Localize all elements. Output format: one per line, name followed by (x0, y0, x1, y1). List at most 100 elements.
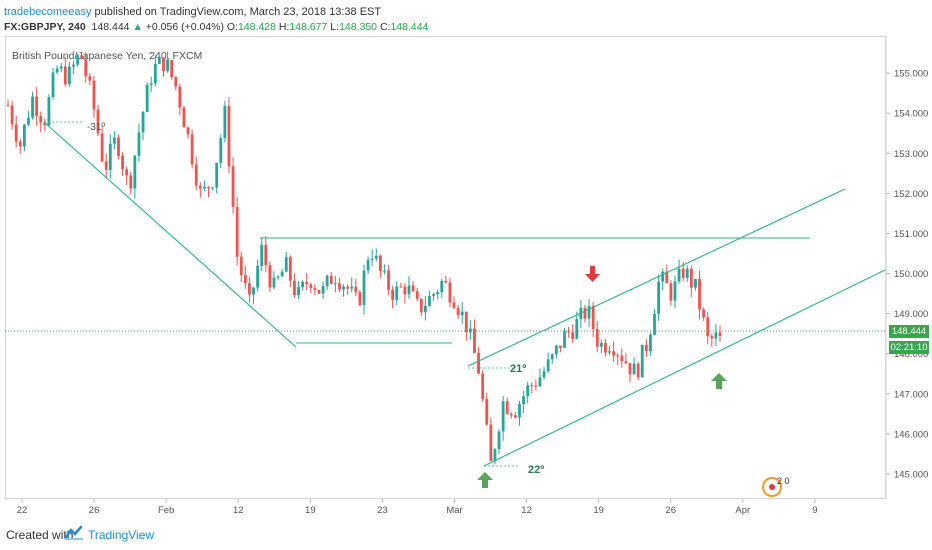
candle (219, 134, 223, 169)
low-label: L: (330, 21, 340, 33)
x-tick-label: 22 (17, 505, 28, 516)
candle (440, 278, 444, 298)
published-text: published on TradingView.com, March 23, … (94, 6, 382, 18)
x-tick-label: Apr (735, 505, 750, 516)
y-tick-label: 153.000 (894, 149, 928, 160)
y-axis-ticks: 155.000 154.000 153.000 152.000 151.000 150.0… (886, 69, 928, 480)
candle (27, 110, 30, 127)
candle (207, 186, 210, 197)
candle (649, 332, 652, 356)
candle (489, 417, 493, 462)
candle (67, 61, 71, 87)
candle (514, 412, 517, 419)
candle (329, 271, 333, 285)
candle (571, 324, 575, 344)
y-tick-label: 149.000 (894, 309, 928, 320)
candle (448, 277, 452, 308)
candle (694, 278, 697, 291)
badge-icon[interactable]: 2 0 (762, 476, 790, 497)
candle (669, 280, 673, 306)
candle (604, 338, 607, 357)
candle (158, 55, 161, 65)
candle (162, 57, 165, 77)
close-value: 148.444 (390, 21, 429, 33)
candle (72, 60, 75, 75)
candle (473, 319, 476, 354)
candle (481, 369, 485, 402)
candle (677, 259, 681, 284)
author-link[interactable]: tradebecomeeasy (4, 6, 92, 18)
candle (620, 348, 624, 368)
candle (534, 379, 538, 391)
candle (264, 236, 268, 273)
badge-text: 2 0 (777, 476, 790, 486)
x-axis-ticks: 22 26 Feb 12 19 23 Mar 12 19 26 Apr 9 (17, 499, 818, 516)
candle (595, 321, 599, 353)
candle (280, 268, 284, 277)
ohlc-line: FX:GBPJPY, 240 148.444 ▲ +0.056 (+0.04%)… (4, 21, 428, 33)
candle (325, 274, 329, 291)
candle (22, 123, 26, 152)
channel-lower-line (483, 269, 886, 467)
candle (6, 99, 10, 107)
candle (362, 264, 366, 315)
candle (137, 123, 141, 162)
candle (415, 287, 419, 302)
candle (313, 284, 317, 296)
candle (591, 302, 595, 338)
symbol-label[interactable]: FX:GBPJPY, 240 (4, 21, 86, 33)
candle (297, 281, 300, 299)
candle (223, 100, 227, 143)
candle (182, 105, 186, 128)
candle (444, 275, 448, 284)
candle (395, 281, 399, 306)
candle (550, 353, 554, 364)
candle (47, 94, 51, 128)
x-tick-label: 9 (812, 505, 817, 516)
x-tick-label: Feb (158, 505, 174, 516)
x-tick-label: 26 (89, 505, 100, 516)
candle (260, 237, 264, 272)
candle (501, 396, 505, 441)
candle (211, 186, 214, 190)
candle (178, 83, 182, 116)
candle (628, 363, 632, 382)
x-tick-label: Mar (446, 505, 462, 516)
candle (411, 281, 415, 293)
candle (644, 339, 648, 358)
tradingview-logo-icon[interactable] (64, 524, 84, 542)
y-tick-label: 145.000 (894, 469, 928, 480)
candle (174, 76, 178, 91)
angle-label-top: -31º (87, 122, 105, 133)
candle (39, 111, 43, 133)
candle (612, 341, 616, 362)
candle (10, 100, 14, 130)
candle (252, 286, 255, 305)
y-tick-label: 152.000 (894, 189, 928, 200)
candle (575, 311, 579, 340)
candle (616, 353, 620, 366)
candle (309, 282, 313, 294)
candle (227, 97, 231, 173)
low-value: 148.350 (339, 21, 378, 33)
candle (702, 307, 706, 321)
instrument-label: British Pound/Japanese Yen, 240, FXCM (12, 50, 202, 62)
candle (272, 271, 276, 289)
candle (689, 265, 693, 297)
x-tick-label: 19 (305, 505, 316, 516)
candle (374, 248, 378, 262)
arrow-down-icon (585, 266, 600, 282)
candle (710, 333, 714, 347)
candle (632, 357, 636, 375)
candle (567, 326, 570, 338)
candle (31, 91, 34, 120)
tradingview-brand-link[interactable]: TradingView (88, 528, 155, 542)
candle (14, 115, 18, 148)
candle (714, 324, 718, 346)
candle (194, 156, 198, 191)
candle (608, 346, 611, 356)
candle (546, 352, 550, 374)
price-chart[interactable]: 155.000 154.000 153.000 152.000 151.000 150.0… (0, 0, 932, 520)
trend-lines[interactable] (43, 121, 886, 467)
candle (509, 412, 513, 419)
